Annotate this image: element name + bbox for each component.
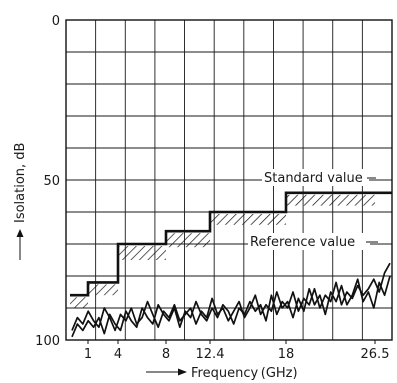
measured-traces [71,262,391,338]
reference-band-segment [166,233,210,248]
standard-value-label-bg [262,169,369,186]
standard-value-annotation: Standard value [262,169,376,186]
x-tick-label: 1 [84,347,92,362]
standard-value-step [70,191,392,297]
y-axis-title: Isolation, dB [13,143,28,223]
y-tick-label-100: 100 [35,334,60,349]
reference-band-segment [88,284,118,296]
x-tick-label: 26.5 [361,347,390,362]
reference-value-label-bg [248,233,370,250]
grid [66,20,392,340]
reference-band-segment [118,246,166,260]
reference-band-segment [210,214,286,225]
y-axis-arrow-head [16,229,24,237]
x-tick-label: 18 [278,347,295,362]
x-tick-label: 8 [162,347,170,362]
reference-band-segment [70,297,88,308]
y-axis-title-group: Isolation, dB [13,143,28,260]
x-axis-arrow-head [178,368,187,376]
reference-value-annotation: Reference value [248,233,378,250]
y-tick-label-50: 50 [43,174,60,189]
standard-value-line [70,191,392,297]
x-axis-title: Frequency (GHz) [191,366,298,381]
y-tick-label-0: 0 [52,14,60,29]
x-axis-title-group: Frequency (GHz) [146,366,298,381]
reference-band-segment [286,194,375,206]
standard-value-label: Standard value [264,171,363,186]
reference-value-label: Reference value [250,235,355,250]
x-tick-label: 4 [114,347,122,362]
x-tick-labels: 1 4 8 12.4 18 26.5 [84,340,390,362]
measured-trace-b [71,262,391,338]
x-tick-label: 12.4 [196,347,225,362]
plot-frame [65,19,393,341]
reference-value-band [70,194,375,308]
